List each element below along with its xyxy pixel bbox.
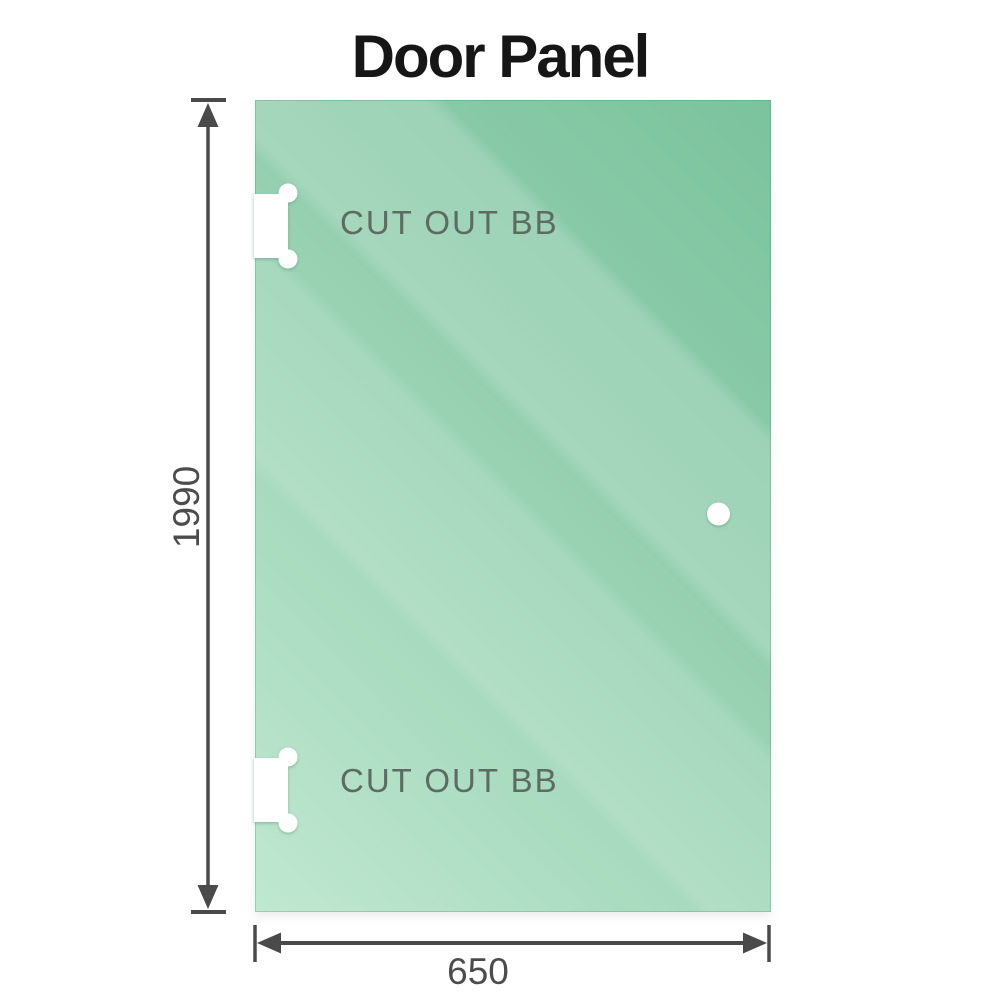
- hinge-cutout-top: [254, 183, 298, 269]
- width-dimension-value: 650: [447, 951, 509, 992]
- cutout-label-bottom: CUT OUT BB: [340, 762, 559, 799]
- cutout-label-top: CUT OUT BB: [340, 204, 559, 241]
- hinge-cutout-bottom: [254, 747, 298, 833]
- width-dimension-arrow-icon: [253, 925, 771, 962]
- height-dimension-value: 1990: [166, 465, 207, 549]
- glass-panel: [255, 100, 771, 912]
- page-title: Door Panel: [351, 23, 651, 90]
- height-dimension-arrow-icon: [191, 98, 226, 914]
- handle-hole: [707, 502, 730, 526]
